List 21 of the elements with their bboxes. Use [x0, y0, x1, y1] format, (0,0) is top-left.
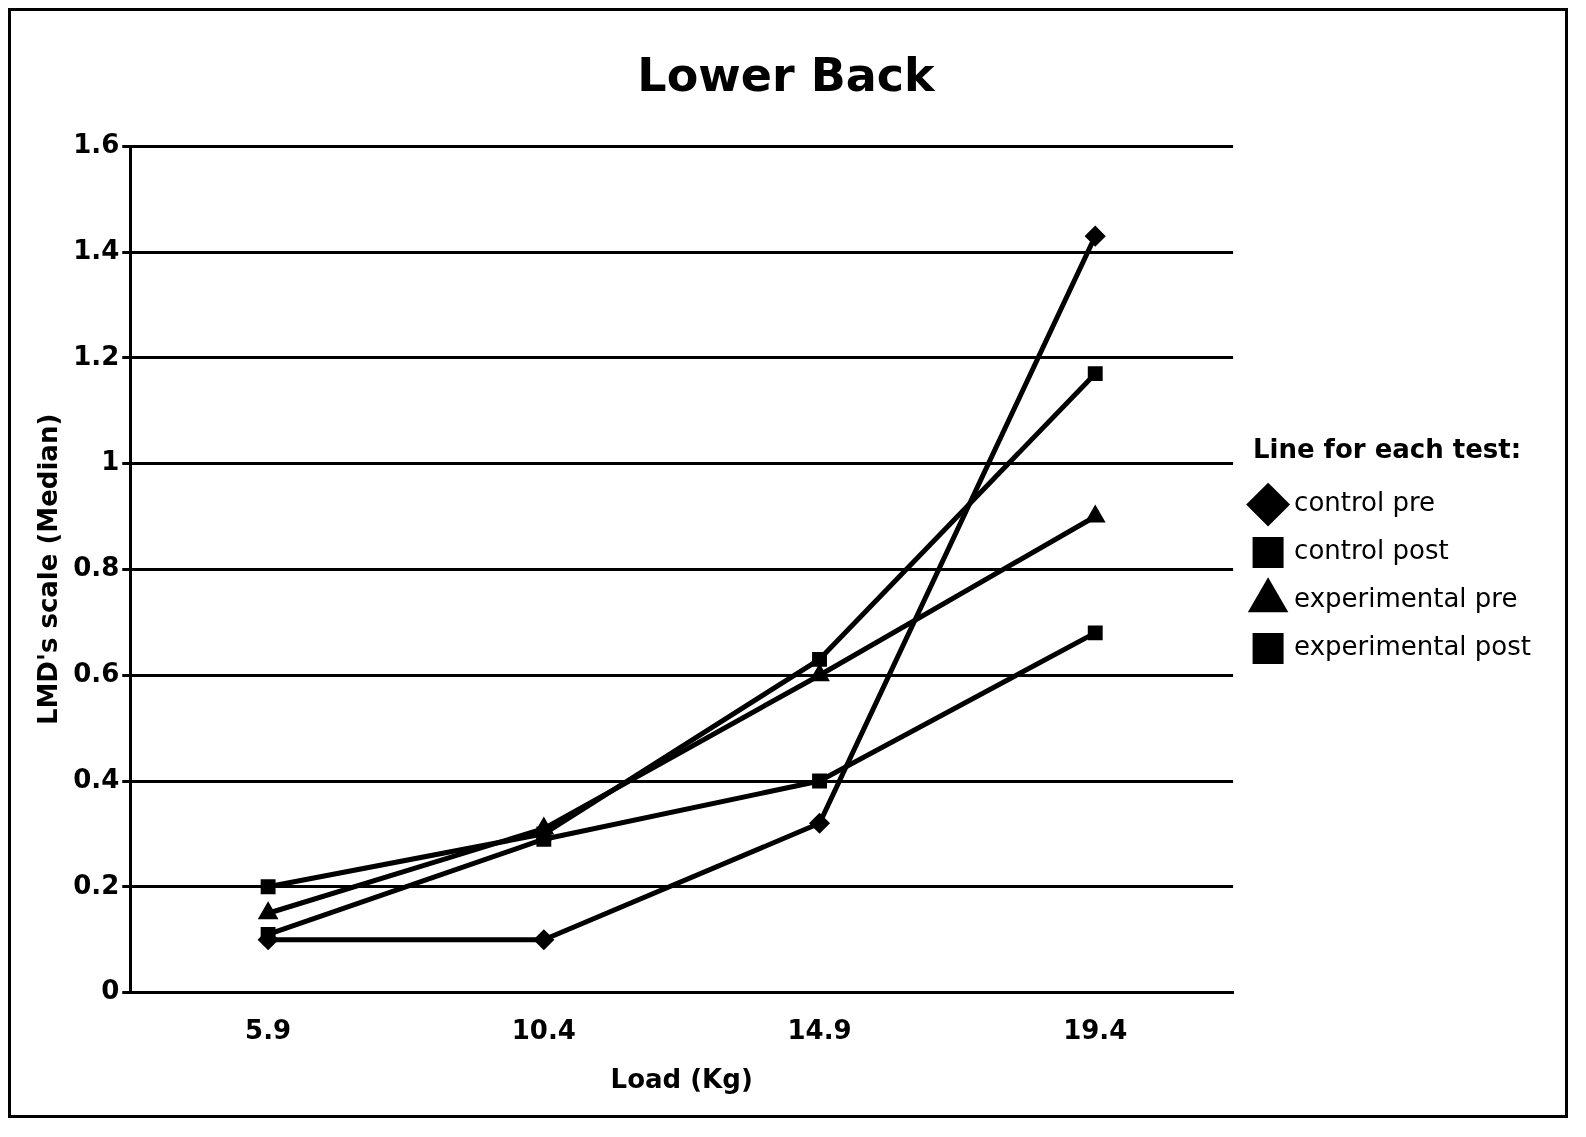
y-tick-label: 0 [101, 975, 120, 1006]
x-tick-label: 5.9 [245, 1014, 292, 1045]
legend-label: control pre [1294, 487, 1436, 518]
legend-label: experimental pre [1294, 583, 1518, 614]
y-tick-label: 1.6 [73, 128, 120, 159]
legend-label: experimental post [1294, 631, 1532, 662]
y-axis-title: LMD's scale (Median) [33, 413, 64, 726]
x-tick-label: 14.9 [787, 1014, 852, 1045]
y-tick-label: 1 [101, 446, 120, 477]
y-tick-label: 1.2 [73, 340, 120, 371]
y-tick-label: 0.4 [73, 763, 120, 794]
y-tick-label: 0.6 [73, 657, 120, 688]
y-tick-label: 0.8 [73, 552, 120, 583]
y-tick-label: 0.2 [73, 869, 120, 900]
legend-title: Line for each test: [1252, 434, 1522, 465]
chart-title: Lower Back [637, 47, 937, 102]
x-tick-label: 19.4 [1063, 1014, 1128, 1045]
x-tick-label: 10.4 [511, 1014, 576, 1045]
legend-label: control post [1294, 535, 1449, 566]
y-tick-label: 1.4 [73, 234, 120, 265]
x-axis-title: Load (Kg) [610, 1064, 753, 1095]
